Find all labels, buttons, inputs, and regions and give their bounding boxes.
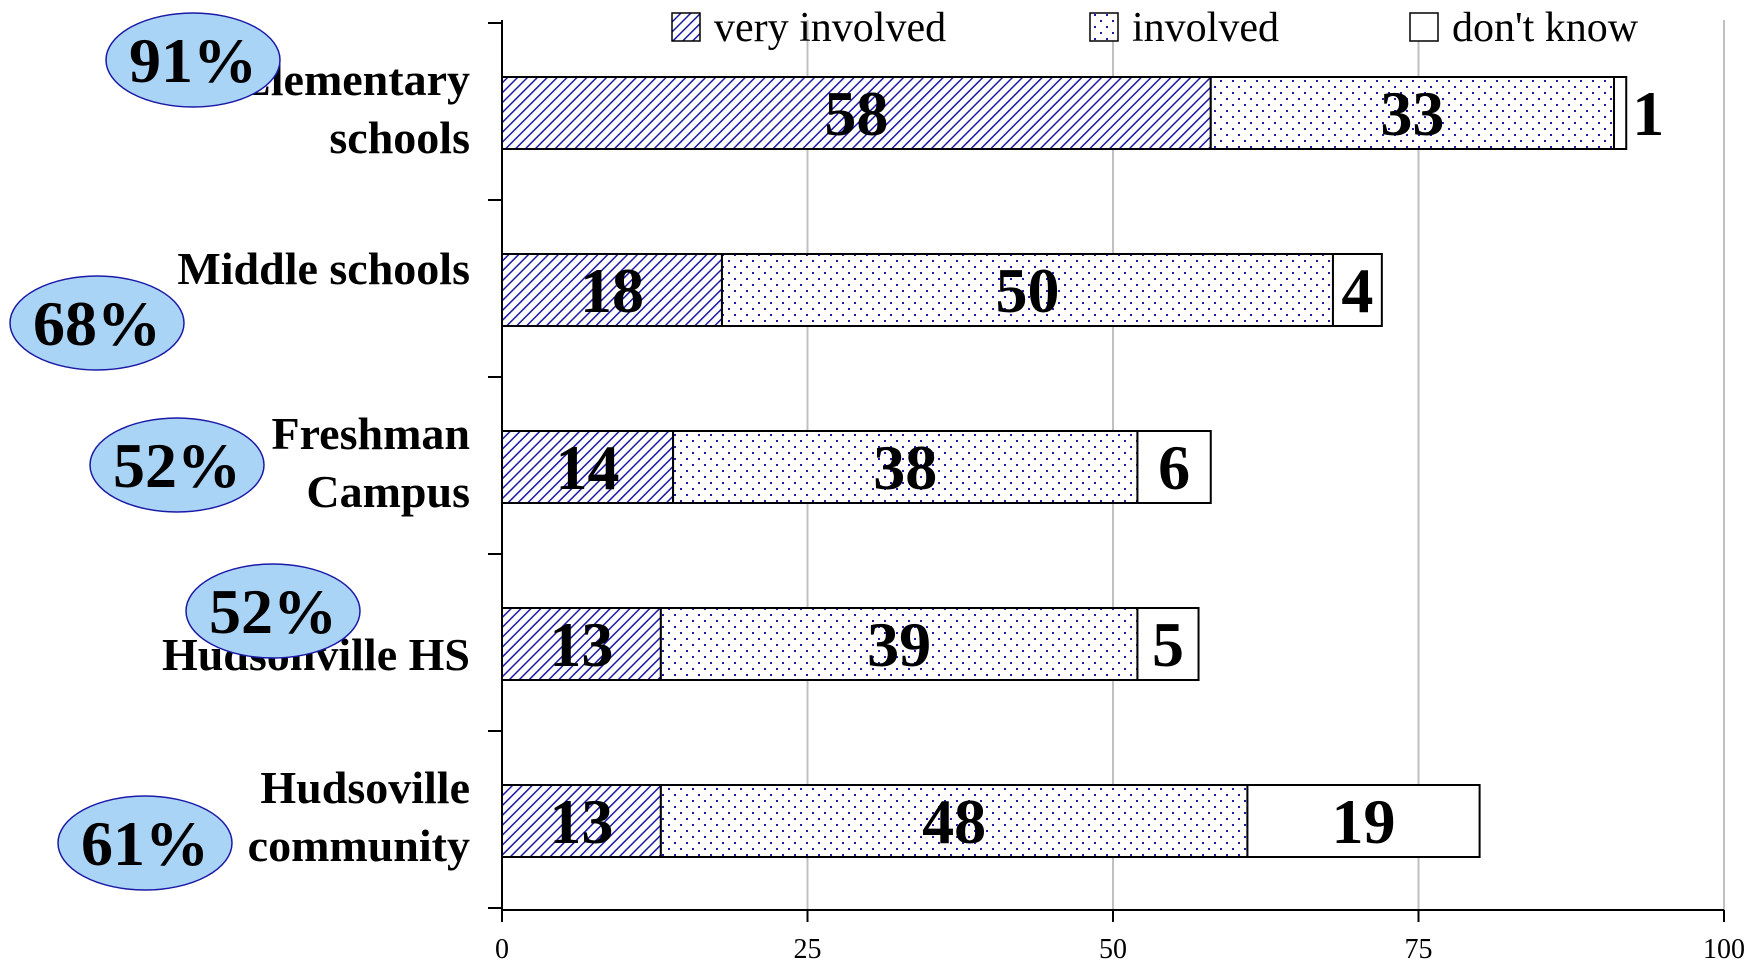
total-percent: 52% — [113, 430, 241, 501]
data-label: 33 — [1380, 78, 1444, 149]
data-label: 18 — [580, 255, 644, 326]
total-ellipse — [185, 563, 361, 659]
category-label: community — [248, 820, 470, 871]
legend-label: don't know — [1452, 5, 1639, 51]
legend-label: very involved — [714, 5, 946, 51]
bar-segment — [720, 253, 1334, 327]
x-tick-label: 100 — [1703, 934, 1745, 965]
category-label: Campus — [306, 466, 470, 517]
category-label: Middle schools — [177, 243, 470, 294]
data-label: 6 — [1158, 432, 1190, 503]
bar-segment — [1136, 607, 1200, 681]
data-label: 13 — [549, 786, 613, 857]
data-label: 50 — [995, 255, 1059, 326]
data-label: 13 — [549, 609, 613, 680]
bar-segment — [659, 607, 1139, 681]
total-percent: 61% — [81, 808, 209, 879]
data-label: 19 — [1332, 786, 1396, 857]
data-label: 1 — [1632, 78, 1664, 149]
bar-segment — [501, 76, 1212, 150]
legend-swatch — [671, 12, 701, 42]
data-label: 14 — [556, 432, 620, 503]
x-tick-label: 50 — [1099, 934, 1127, 965]
bar-segment — [501, 253, 723, 327]
bar-segment — [501, 784, 662, 858]
data-label: 48 — [922, 786, 986, 857]
data-label: 39 — [867, 609, 931, 680]
legend-swatch — [1409, 12, 1439, 42]
bar-segment — [1136, 430, 1212, 504]
total-ellipse — [57, 795, 233, 891]
category-label: Hudsoville — [260, 762, 470, 813]
bar-segment — [1613, 76, 1628, 150]
legend-label: involved — [1132, 5, 1279, 51]
bar-segment — [1209, 76, 1616, 150]
bar-segment — [659, 784, 1249, 858]
bar-segment — [501, 607, 662, 681]
legend: very involved involved don't know — [671, 5, 1639, 51]
category-label: Freshman — [272, 408, 471, 459]
total-ellipse — [89, 417, 265, 513]
x-tick-label: 75 — [1405, 934, 1433, 965]
data-label: 38 — [873, 432, 937, 503]
total-ellipse — [9, 275, 185, 371]
bar-segment — [1331, 253, 1383, 327]
axes: 0 25 50 75 100 — [488, 20, 1745, 965]
total-percent: 68% — [33, 288, 161, 359]
x-tick-label: 25 — [794, 934, 822, 965]
data-label: 58 — [824, 78, 888, 149]
bars — [501, 76, 1628, 858]
total-percent: 91% — [129, 25, 257, 96]
total-ellipse — [105, 12, 281, 108]
data-label: 5 — [1152, 609, 1184, 680]
total-percent: 52% — [209, 576, 337, 647]
category-label: schools — [329, 112, 470, 163]
legend-swatch — [1089, 12, 1119, 42]
data-label: 4 — [1341, 255, 1373, 326]
bar-segment — [1246, 784, 1481, 858]
x-tick-label: 0 — [495, 934, 509, 965]
